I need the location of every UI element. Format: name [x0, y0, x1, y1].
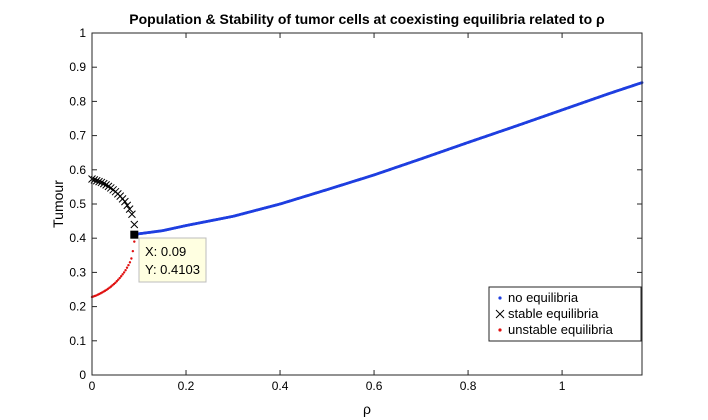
series-no-equilibria — [132, 81, 644, 237]
data-point — [133, 240, 136, 243]
legend-label-unstable-equilibria: unstable equilibria — [508, 322, 614, 337]
data-point — [99, 179, 108, 188]
data-point — [125, 266, 129, 269]
data-point — [130, 220, 139, 229]
y-tick-label: 0.5 — [69, 197, 86, 211]
x-tick-label: 0.4 — [272, 379, 289, 393]
legend-marker-stable-equilibria — [495, 309, 505, 319]
y-tick-label: 0.3 — [69, 265, 86, 279]
data-point — [95, 177, 103, 186]
datatip-x: X: 0.09 — [145, 244, 186, 259]
legend-label-no-equilibria: no equilibria — [508, 290, 579, 305]
data-point — [128, 261, 132, 264]
y-tick-label: 1 — [79, 26, 86, 40]
data-point — [124, 269, 127, 272]
x-tick-label: 0.6 — [366, 379, 383, 393]
x-tick-label: 0 — [89, 379, 96, 393]
data-point — [121, 197, 129, 206]
y-tick-label: 0.8 — [69, 94, 86, 108]
data-point — [104, 182, 113, 191]
legend: no equilibria stable equilibria unstable… — [488, 286, 642, 342]
legend-marker-no-equilibria — [498, 296, 502, 300]
data-point — [123, 201, 132, 210]
data-point — [122, 271, 126, 274]
data-point — [114, 281, 117, 285]
data-point — [102, 180, 110, 189]
data-point — [117, 278, 120, 281]
y-axis-label: Tumour — [50, 180, 66, 228]
datatip-box — [138, 237, 207, 283]
series-unstable-equilibria — [90, 240, 136, 299]
legend-marker-unstable-equilibria — [498, 328, 502, 332]
data-point — [97, 178, 106, 187]
y-tick-label: 0.4 — [69, 231, 86, 245]
x-tick-label: 0.8 — [460, 379, 477, 393]
y-tick-label: 0.6 — [69, 163, 86, 177]
y-tick-label: 0.2 — [69, 300, 86, 314]
datatip-marker — [130, 230, 139, 239]
y-tick-label: 0 — [79, 368, 86, 382]
x-tick-label: 0.2 — [178, 379, 195, 393]
data-point — [119, 275, 123, 278]
series-stable-equilibria — [88, 175, 139, 229]
y-tick-label: 0.1 — [69, 334, 86, 348]
legend-label-stable-equilibria: stable equilibria — [508, 306, 599, 321]
data-point — [130, 257, 133, 260]
datatip[interactable]: X: 0.09 Y: 0.4103 — [130, 230, 207, 283]
datatip-y: Y: 0.4103 — [145, 262, 200, 277]
data-point — [92, 176, 101, 185]
data-point — [131, 249, 135, 253]
chart-title: Population & Stability of tumor cells at… — [129, 11, 605, 27]
data-point — [127, 263, 130, 267]
data-point — [121, 273, 124, 276]
axes-ticks: 0 0.2 0.4 0.6 0.8 1 0 0.1 0.2 0.3 0.4 0.5 0.6 0.7 0.8 0… — [69, 26, 642, 393]
y-tick-label: 0.9 — [69, 60, 86, 74]
data-point — [128, 210, 136, 219]
data-point — [118, 276, 121, 280]
x-tick-label: 1 — [559, 379, 566, 393]
y-tick-label: 0.7 — [69, 129, 86, 143]
legend-box — [488, 286, 642, 342]
x-axis-label: ρ — [363, 401, 371, 417]
data-marks — [88, 81, 644, 299]
data-point — [125, 205, 134, 213]
data-point — [115, 280, 119, 283]
